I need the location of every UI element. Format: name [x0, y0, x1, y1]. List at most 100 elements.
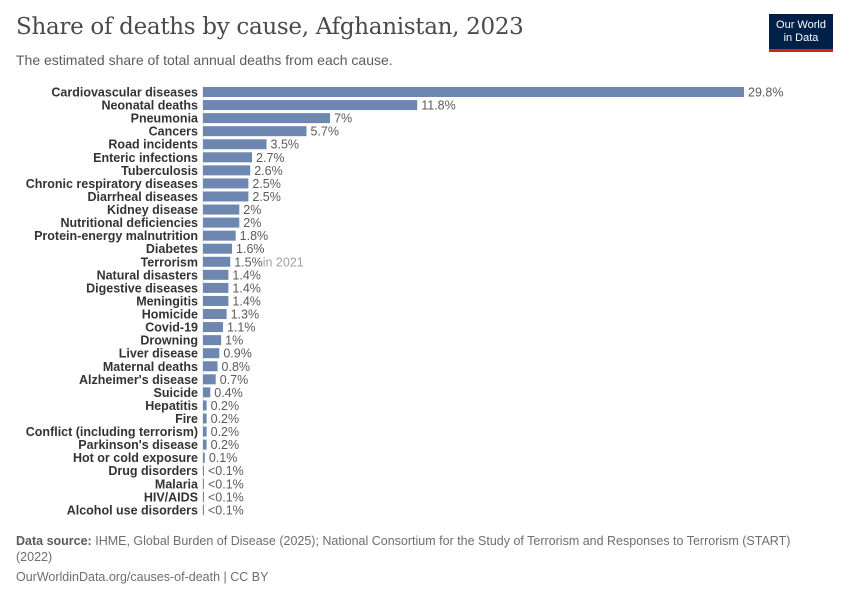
value-label: 1.8%	[240, 229, 269, 243]
value-label: 2.5%	[252, 190, 281, 204]
value-label: 1.1%	[227, 321, 256, 335]
category-label: HIV/AIDS	[144, 490, 198, 504]
value-label: 0.2%	[211, 399, 240, 413]
bar	[203, 491, 204, 502]
category-label: Fire	[175, 412, 198, 426]
bar	[203, 335, 222, 346]
category-label: Liver disease	[119, 347, 198, 361]
bar	[203, 426, 207, 437]
bar	[203, 465, 204, 476]
category-label: Cardiovascular diseases	[51, 86, 198, 100]
value-label: 1.4%	[232, 268, 261, 282]
category-label: Suicide	[154, 386, 199, 400]
value-label: <0.1%	[208, 503, 244, 517]
value-label: 5.7%	[310, 125, 339, 139]
value-label: 0.4%	[214, 386, 243, 400]
bar	[203, 439, 207, 450]
chart-subtitle: The estimated share of total annual deat…	[16, 52, 393, 68]
value-label: 0.1%	[209, 451, 238, 465]
category-label: Hepatitis	[145, 399, 198, 413]
value-label: 2.6%	[254, 164, 283, 178]
bar	[203, 113, 331, 124]
category-label: Protein-energy malnutrition	[34, 229, 198, 243]
bar	[203, 152, 253, 163]
logo-line-2: in Data	[783, 31, 819, 44]
bar	[203, 400, 207, 411]
value-label: <0.1%	[208, 477, 244, 491]
bar	[203, 165, 251, 176]
bar	[203, 126, 307, 137]
category-label: Alzheimer's disease	[79, 373, 198, 387]
bar	[203, 256, 231, 267]
category-label: Maternal deaths	[103, 360, 198, 374]
value-label: 3.5%	[271, 138, 300, 152]
value-label: 2.7%	[256, 151, 285, 165]
value-label: 0.9%	[223, 347, 252, 361]
value-label: 1.6%	[236, 242, 265, 256]
bar	[203, 361, 218, 372]
category-label: Hot or cold exposure	[73, 451, 198, 465]
value-label: 7%	[334, 112, 352, 126]
value-label: 2.5%	[252, 177, 281, 191]
value-label: 1.4%	[232, 281, 261, 295]
category-label: Diabetes	[146, 242, 198, 256]
bar	[203, 87, 744, 97]
source-label: Data source:	[16, 534, 92, 548]
bar	[203, 348, 220, 359]
category-label: Kidney disease	[107, 203, 198, 217]
category-label: Malaria	[155, 477, 199, 491]
data-source: Data source: IHME, Global Burden of Dise…	[16, 533, 816, 565]
category-label: Road incidents	[108, 138, 198, 152]
category-label: Diarrheal diseases	[88, 190, 199, 204]
owid-logo[interactable]: Our World in Data	[769, 14, 833, 52]
bar	[203, 309, 227, 320]
bar	[203, 504, 204, 515]
category-label: Natural disasters	[97, 268, 198, 282]
value-label: 0.7%	[220, 373, 249, 387]
bar	[203, 478, 204, 489]
year-annotation: in 2021	[263, 255, 304, 269]
bar	[203, 322, 223, 333]
bar	[203, 387, 211, 398]
category-label: Covid-19	[145, 321, 198, 335]
category-label: Tuberculosis	[121, 164, 198, 178]
bar	[203, 374, 216, 385]
value-label: 2%	[243, 203, 261, 217]
category-label: Conflict (including terrorism)	[26, 425, 198, 439]
bar	[203, 178, 249, 189]
bar	[203, 230, 236, 241]
category-label: Cancers	[149, 125, 198, 139]
category-label: Neonatal deaths	[101, 99, 198, 113]
value-label: 11.8%	[421, 99, 456, 113]
bar	[203, 243, 233, 254]
category-label: Meningitis	[136, 294, 198, 308]
value-label: 1.3%	[231, 308, 260, 322]
bar	[203, 295, 229, 306]
bar	[203, 413, 207, 424]
category-label: Alcohol use disorders	[67, 503, 198, 517]
bar	[203, 269, 229, 280]
category-label: Terrorism	[141, 255, 198, 269]
value-label: 2%	[243, 216, 261, 230]
category-label: Drowning	[140, 334, 198, 348]
category-label: Enteric infections	[93, 151, 198, 165]
value-label: 1%	[225, 334, 243, 348]
category-label: Homicide	[142, 308, 198, 322]
category-label: Drug disorders	[108, 464, 198, 478]
source-url[interactable]: OurWorldinData.org/causes-of-death | CC …	[16, 570, 269, 584]
value-label: 0.2%	[211, 438, 240, 452]
bar	[203, 204, 240, 215]
category-label: Digestive diseases	[86, 281, 198, 295]
bar	[203, 100, 418, 111]
bar-chart: Cardiovascular diseases 29.8% Neonatal dea…	[26, 86, 784, 518]
value-label: 0.2%	[211, 425, 240, 439]
value-label: <0.1%	[208, 490, 244, 504]
bar	[203, 217, 240, 228]
chart-title: Share of deaths by cause, Afghanistan, 2…	[16, 14, 524, 40]
value-label: 29.8%	[748, 86, 783, 100]
bar	[203, 282, 229, 293]
category-label: Pneumonia	[131, 112, 199, 126]
value-label: 0.8%	[222, 360, 251, 374]
bar	[203, 452, 205, 463]
value-label: 1.5%	[234, 255, 263, 269]
